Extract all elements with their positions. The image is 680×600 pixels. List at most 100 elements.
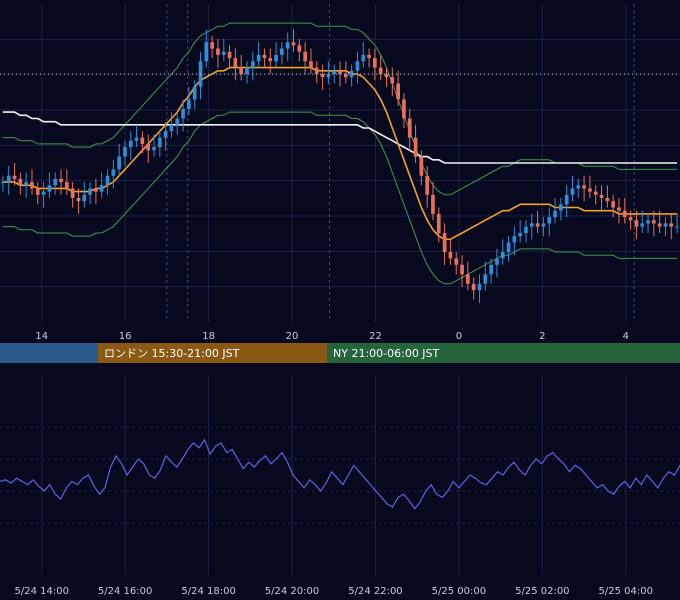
- candle: [123, 140, 127, 167]
- candle-body: [24, 182, 28, 186]
- candle-body: [471, 283, 476, 291]
- candle-body: [628, 217, 633, 221]
- candle: [99, 172, 104, 198]
- x-tick-label: 4: [623, 331, 629, 342]
- candle-body: [588, 188, 592, 192]
- candle: [24, 172, 28, 198]
- x-tick-label: 2: [539, 331, 545, 342]
- candle-body: [134, 137, 139, 141]
- candle-body: [128, 140, 133, 148]
- candle-body: [646, 220, 650, 224]
- candle-body: [419, 156, 424, 176]
- candle-body: [216, 48, 220, 55]
- candle: [297, 38, 302, 62]
- candle-body: [675, 226, 679, 228]
- candle-body: [640, 223, 645, 227]
- candle: [187, 86, 191, 116]
- candle-body: [65, 182, 69, 189]
- candle: [88, 182, 92, 205]
- candle: [436, 207, 441, 243]
- candle: [460, 255, 464, 288]
- candle: [274, 42, 278, 68]
- oscillator-x-tick-label: 5/24 20:00: [265, 586, 319, 597]
- candle: [158, 131, 162, 157]
- candle: [280, 42, 284, 65]
- candle-body: [152, 147, 156, 151]
- candle: [245, 61, 249, 84]
- oscillator-x-tick-label: 5/24 14:00: [14, 586, 68, 597]
- candle-body: [634, 220, 639, 227]
- candle: [94, 178, 98, 205]
- candle-body: [663, 223, 668, 227]
- bollinger-lower-line: [2, 111, 678, 285]
- x-tick-label: 18: [202, 331, 215, 342]
- candle-body: [373, 58, 377, 68]
- candle-body: [251, 61, 255, 68]
- candle: [611, 194, 615, 218]
- candle: [663, 217, 668, 237]
- candle: [105, 169, 110, 195]
- candle: [1, 175, 5, 192]
- candle: [82, 182, 87, 208]
- candle: [622, 197, 627, 224]
- candle: [640, 210, 645, 233]
- candle-body: [605, 198, 610, 202]
- candle-body: [123, 147, 127, 157]
- candle-body: [466, 274, 470, 284]
- candle-body: [495, 258, 499, 265]
- candle-body: [535, 223, 540, 227]
- candle: [192, 80, 197, 109]
- candle-body: [233, 58, 238, 68]
- candle-body: [489, 264, 493, 275]
- candle-body: [35, 188, 40, 195]
- candle: [378, 54, 383, 81]
- candle-body: [175, 118, 180, 125]
- oscillator-x-axis: 5/24 14:00 5/24 16:00 5/24 18:00 5/24 20:00…: [14, 586, 653, 597]
- candle: [390, 67, 395, 97]
- candle-body: [448, 252, 453, 259]
- candle-body: [210, 42, 214, 49]
- candle: [233, 48, 238, 81]
- candle-body: [297, 45, 302, 52]
- session-bar: ロンドン 15:30-21:00 JST NY 21:00-06:00 JST: [0, 343, 680, 363]
- candle: [291, 29, 296, 52]
- candle: [35, 182, 40, 205]
- candle: [134, 124, 139, 148]
- candle: [262, 48, 267, 68]
- candle-body: [111, 169, 116, 176]
- candle-body: [518, 233, 522, 237]
- candle-body: [12, 175, 17, 179]
- candle: [175, 112, 180, 135]
- candle-body: [140, 137, 145, 144]
- candle: [30, 169, 34, 195]
- candle-body: [192, 86, 197, 100]
- session-block-ny: [327, 343, 680, 363]
- oscillator-x-tick-label: 5/25 00:00: [432, 586, 486, 597]
- candle-body: [291, 42, 296, 46]
- candle-body: [338, 70, 342, 74]
- x-tick-label: 0: [456, 331, 462, 342]
- candle-body: [70, 188, 75, 198]
- candle: [221, 38, 226, 62]
- candle: [169, 112, 174, 138]
- candle: [396, 70, 400, 106]
- candle: [355, 51, 360, 84]
- candle: [506, 236, 511, 262]
- candle-body: [407, 118, 412, 138]
- candle-body: [326, 74, 331, 78]
- candle: [111, 159, 116, 189]
- candle: [326, 61, 331, 84]
- oscillator-panel: [0, 438, 680, 510]
- candle-body: [53, 178, 58, 186]
- candle: [512, 226, 517, 256]
- candle-body: [576, 185, 581, 189]
- candle-body: [285, 42, 290, 49]
- candle-body: [384, 74, 389, 78]
- x-tick-label: 22: [369, 331, 382, 342]
- candle-body: [611, 201, 615, 208]
- candle: [268, 48, 273, 74]
- candle: [442, 223, 447, 265]
- candle-body: [344, 74, 348, 78]
- candle-body: [268, 58, 273, 62]
- candle: [285, 32, 290, 62]
